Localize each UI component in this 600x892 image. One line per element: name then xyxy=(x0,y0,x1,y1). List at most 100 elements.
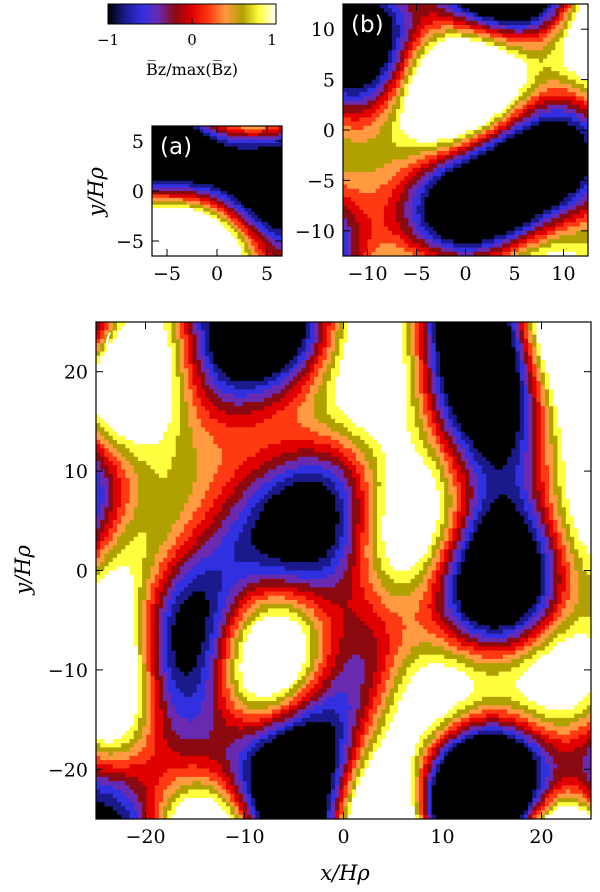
heatmap-cell xyxy=(526,29,532,34)
heatmap-cell xyxy=(530,209,536,215)
heatmap-cell xyxy=(457,163,463,169)
heatmap-cell xyxy=(583,142,588,148)
heatmap-cell xyxy=(539,8,544,13)
heatmap-cell xyxy=(457,247,463,253)
heatmap-cell xyxy=(567,176,573,181)
heatmap-cell xyxy=(420,58,426,64)
heatmap-cell xyxy=(351,121,356,127)
heatmap-cell xyxy=(261,126,266,131)
heatmap-cell xyxy=(457,100,463,106)
heatmap-cell xyxy=(179,204,184,209)
heatmap-cell xyxy=(555,67,561,72)
heatmap-cell xyxy=(234,208,239,213)
heatmap-cell xyxy=(240,218,245,223)
panel-a-field xyxy=(152,126,282,256)
heatmap-cell xyxy=(247,208,252,213)
heatmap-cell xyxy=(375,58,381,64)
heatmap-cell xyxy=(155,225,160,230)
heatmap-cell xyxy=(186,245,191,250)
heatmap-cell xyxy=(424,37,430,43)
heatmap-cell xyxy=(189,252,194,256)
heatmap-cell xyxy=(441,130,446,135)
heatmap-cell xyxy=(530,188,536,194)
heatmap-cell xyxy=(428,230,434,236)
heatmap-cell xyxy=(416,25,422,30)
heatmap-cell xyxy=(534,214,540,219)
heatmap-cell xyxy=(196,136,201,141)
heatmap-cell xyxy=(392,134,397,139)
heatmap-cell xyxy=(432,109,438,114)
heatmap-cell xyxy=(477,130,483,135)
heatmap-cell xyxy=(461,50,467,55)
heatmap-cell xyxy=(522,104,528,110)
heatmap-cell xyxy=(506,83,512,89)
heatmap-cell xyxy=(506,96,512,102)
heatmap-cell xyxy=(473,121,479,127)
heatmap-cell xyxy=(396,83,401,89)
heatmap-cell xyxy=(165,180,170,185)
heatmap-cell xyxy=(169,204,174,209)
heatmap-cell xyxy=(514,243,520,249)
heatmap-cell xyxy=(473,109,479,114)
heatmap-cell xyxy=(392,20,397,26)
heatmap-cell xyxy=(196,221,201,226)
heatmap-cell xyxy=(268,211,273,216)
heatmap-cell xyxy=(563,239,569,244)
heatmap-cell xyxy=(522,92,528,97)
heatmap-cell xyxy=(355,146,360,152)
heatmap-cell xyxy=(416,50,422,55)
heatmap-cell xyxy=(347,193,352,198)
heatmap-cell xyxy=(477,146,483,152)
heatmap-cell xyxy=(477,37,483,43)
heatmap-cell xyxy=(217,167,222,172)
heatmap-cell xyxy=(343,41,348,47)
heatmap-cell xyxy=(453,50,458,55)
heatmap-cell xyxy=(258,204,263,209)
heatmap-cell xyxy=(347,125,352,131)
heatmap-cell xyxy=(152,249,157,254)
heatmap-cell xyxy=(237,235,242,240)
heatmap-cell xyxy=(392,197,397,202)
heatmap-cell xyxy=(158,245,163,250)
heatmap-cell xyxy=(420,243,426,249)
heatmap-cell xyxy=(278,153,282,158)
heatmap-cell xyxy=(416,184,422,190)
heatmap-cell xyxy=(461,117,467,123)
heatmap-cell xyxy=(396,41,401,47)
heatmap-cell xyxy=(547,29,552,34)
heatmap-cell xyxy=(445,130,450,135)
heatmap-cell xyxy=(485,167,491,173)
heatmap-cell xyxy=(469,109,475,114)
heatmap-cell xyxy=(502,138,507,144)
heatmap-cell xyxy=(412,62,418,68)
heatmap-cell xyxy=(579,25,585,30)
heatmap-cell xyxy=(441,100,446,106)
heatmap-cell xyxy=(547,20,552,26)
heatmap-cell xyxy=(428,8,434,13)
heatmap-cell xyxy=(359,134,365,139)
heatmap-cell xyxy=(396,138,401,144)
heatmap-cell xyxy=(412,247,418,253)
heatmap-cell xyxy=(375,209,381,215)
heatmap-cell xyxy=(477,71,483,76)
heatmap-cell xyxy=(547,67,552,72)
heatmap-cell xyxy=(158,173,163,178)
heatmap-cell xyxy=(469,155,475,160)
heatmap-cell xyxy=(271,201,276,206)
heatmap-cell xyxy=(387,205,393,211)
heatmap-cell xyxy=(522,130,528,135)
heatmap-cell xyxy=(579,201,585,207)
heatmap-cell xyxy=(359,25,365,30)
heatmap-cell xyxy=(199,126,204,131)
heatmap-cell xyxy=(432,218,438,223)
heatmap-cell xyxy=(169,238,174,243)
heatmap-cell xyxy=(230,211,235,216)
heatmap-cell xyxy=(387,16,393,22)
heatmap-cell xyxy=(432,222,438,228)
heatmap-cell xyxy=(539,121,544,127)
heatmap-cell xyxy=(583,193,588,198)
heatmap-cell xyxy=(424,50,430,55)
heatmap-cell xyxy=(420,50,426,55)
heatmap-cell xyxy=(371,54,377,60)
heatmap-cell xyxy=(347,138,352,144)
